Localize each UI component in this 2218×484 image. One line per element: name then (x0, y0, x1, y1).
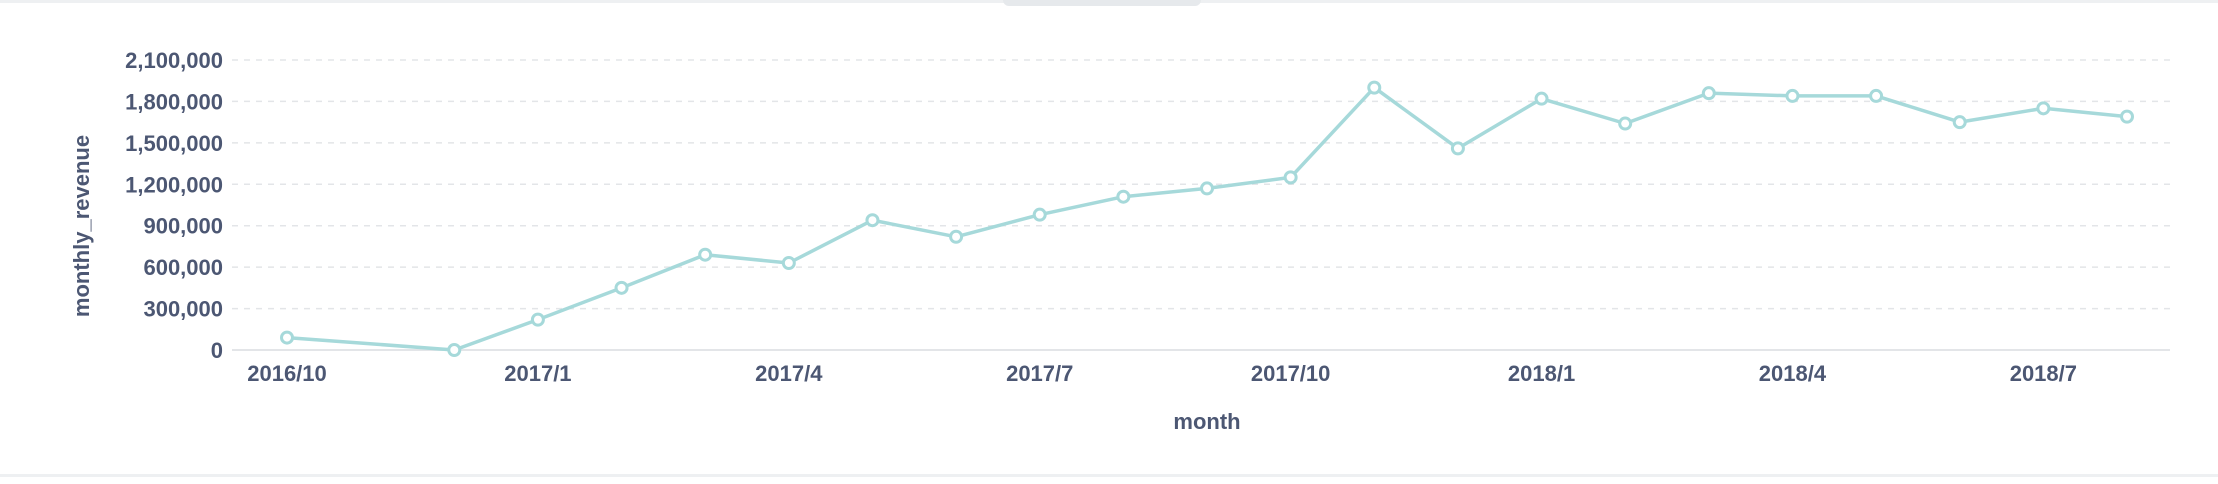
data-point[interactable] (614, 280, 629, 295)
x-axis-ticks: 2016/10 2017/1 2017/4 2017/7 2017/10 2018/1 20… (247, 361, 2077, 386)
data-point[interactable] (781, 256, 796, 270)
data-point[interactable] (1952, 115, 1967, 130)
series-line (285, 85, 2129, 352)
x-tick-label: 2016/10 (247, 361, 327, 386)
data-point[interactable] (1450, 141, 1465, 156)
y-tick-label: 2,100,000 (125, 48, 223, 73)
data-point[interactable] (1701, 86, 1716, 101)
data-point[interactable] (1785, 88, 1800, 103)
data-point[interactable] (1283, 170, 1298, 185)
data-point[interactable] (280, 330, 294, 345)
x-tick-label: 2018/4 (1759, 361, 1827, 386)
y-axis-ticks: 0 300,000 600,000 900,000 1,200,000 1,500,000… (125, 48, 223, 363)
x-axis-label: month (1173, 409, 1240, 434)
y-axis-label: monthly_revenue (69, 135, 94, 317)
y-tick-label: 300,000 (143, 297, 223, 322)
data-point[interactable] (1367, 80, 1382, 95)
data-point[interactable] (698, 247, 713, 262)
y-tick-label: 1,500,000 (125, 131, 223, 156)
data-point[interactable] (1534, 91, 1549, 106)
series-group (280, 80, 2134, 357)
x-tick-label: 2017/7 (1006, 361, 1073, 386)
data-point[interactable] (1200, 181, 1214, 196)
y-tick-label: 0 (211, 338, 223, 363)
top-drag-handle[interactable] (1003, 0, 1201, 6)
data-point[interactable] (1869, 88, 1884, 103)
data-point[interactable] (2120, 109, 2134, 124)
x-tick-label: 2017/10 (1251, 361, 1331, 386)
data-point[interactable] (447, 343, 462, 357)
y-tick-label: 1,200,000 (125, 172, 223, 197)
data-point[interactable] (1116, 189, 1131, 204)
y-tick-label: 600,000 (143, 255, 223, 280)
y-tick-label: 1,800,000 (125, 89, 223, 114)
data-point[interactable] (2036, 101, 2051, 116)
x-tick-label: 2017/4 (755, 361, 823, 386)
x-tick-label: 2018/7 (2010, 361, 2077, 386)
x-tick-label: 2017/1 (504, 361, 571, 386)
data-point[interactable] (865, 213, 880, 228)
data-point[interactable] (949, 229, 964, 244)
data-point[interactable] (1618, 116, 1633, 131)
data-point[interactable] (530, 312, 545, 327)
data-point[interactable] (1032, 207, 1047, 222)
bottom-border (0, 474, 2218, 477)
x-tick-label: 2018/1 (1508, 361, 1575, 386)
y-tick-label: 900,000 (143, 214, 223, 239)
